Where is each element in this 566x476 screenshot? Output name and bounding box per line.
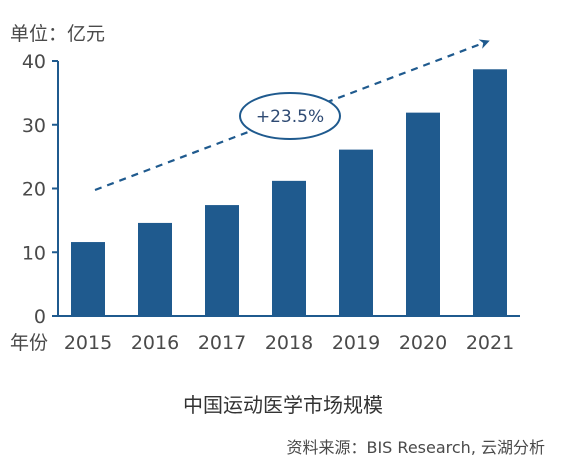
x-tick-label-2016: 2016 (131, 332, 179, 354)
y-tick-label-0: 0 (34, 306, 46, 328)
y-tick-label-4: 40 (22, 51, 46, 73)
x-tick-label-2017: 2017 (198, 332, 246, 354)
bar-2020 (406, 112, 440, 316)
y-tick-label-2: 20 (22, 179, 46, 201)
y-tick-label-1: 10 (22, 242, 46, 264)
source-note: 资料来源：BIS Research, 云湖分析 (286, 438, 545, 457)
bars (71, 69, 507, 316)
bar-2017 (205, 205, 239, 316)
growth-annotation-label: +23.5% (256, 107, 324, 127)
x-tick-label-2018: 2018 (265, 332, 313, 354)
x-axis-label: 年份 (10, 332, 48, 354)
x-axis: 2015 2016 2017 2018 2019 2020 2021 (64, 332, 514, 354)
bar-2018 (272, 180, 306, 316)
y-axis: 0 10 20 30 40 (22, 51, 58, 328)
chart-title: 中国运动医学市场规模 (183, 393, 383, 417)
y-tick-label-3: 30 (22, 115, 46, 137)
y-axis-unit-label: 单位：亿元 (10, 23, 105, 45)
x-tick-label-2020: 2020 (399, 332, 447, 354)
bar-2019 (339, 149, 373, 316)
x-tick-label-2015: 2015 (64, 332, 112, 354)
bar-2015 (71, 242, 105, 316)
growth-annotation-ellipse (239, 92, 341, 140)
x-tick-label-2021: 2021 (466, 332, 514, 354)
bar-2016 (138, 222, 172, 316)
bar-2021 (473, 69, 507, 316)
x-tick-label-2019: 2019 (332, 332, 380, 354)
